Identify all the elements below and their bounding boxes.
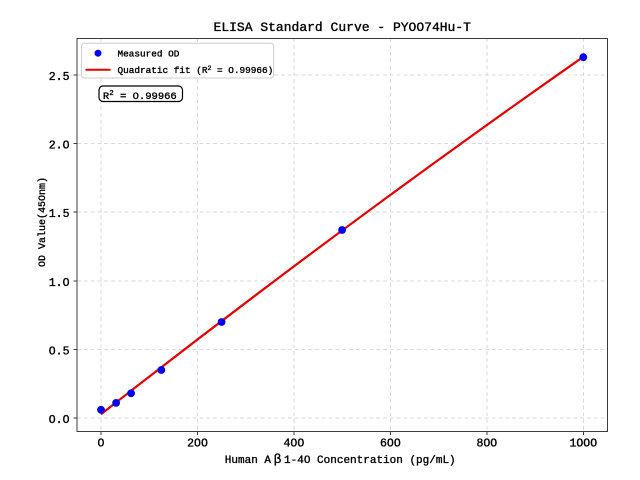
- svg-text:2.5: 2.5: [49, 71, 70, 84]
- svg-text:8OO: 8OO: [476, 438, 497, 451]
- svg-text:Human Aβ1-4O Concentration (pg: Human Aβ 1-4O Concentration (pg/mL): [225, 452, 456, 467]
- svg-text:1.5: 1.5: [49, 208, 70, 221]
- svg-text:R2 = O.99966: R2 = O.99966: [103, 90, 177, 103]
- svg-text:1.O: 1.O: [49, 277, 70, 290]
- svg-text:1OOO: 1OOO: [569, 438, 597, 451]
- svg-text:OD Value(45Onm): OD Value(45Onm): [37, 177, 49, 267]
- svg-text:O.5: O.5: [49, 345, 70, 358]
- svg-text:4OO: 4OO: [284, 438, 305, 451]
- svg-text:Measured OD: Measured OD: [118, 48, 180, 59]
- svg-text:O: O: [98, 438, 105, 451]
- svg-text:6OO: 6OO: [380, 438, 401, 451]
- svg-text:2OO: 2OO: [187, 438, 208, 451]
- svg-text:O.O: O.O: [49, 414, 70, 427]
- svg-text:2.O: 2.O: [49, 140, 70, 153]
- svg-text:Quadratic fit (R2 = O.99966): Quadratic fit (R2 = O.99966): [118, 65, 274, 76]
- svg-text:ELISA Standard Curve - PYOO74H: ELISA Standard Curve - PYOO74Hu-T: [214, 20, 472, 35]
